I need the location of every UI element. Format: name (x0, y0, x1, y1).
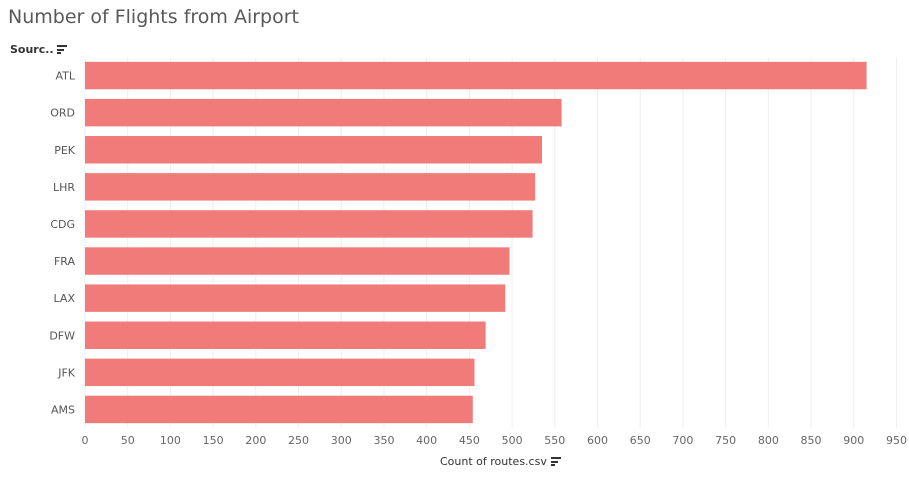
x-tick-label: 100 (160, 434, 181, 447)
category-label-dfw: DFW (49, 329, 75, 342)
category-labels: ATL ORD PEK LHR CDG FRA LAX DFW JFK AMS (49, 70, 76, 417)
x-tick-label: 900 (843, 434, 864, 447)
x-axis-header[interactable]: Count of routes.csv (440, 455, 561, 468)
x-axis-ticks: 0 50 100 150 200 250 300 350 400 450 500 550 600 650 7… (82, 434, 907, 447)
category-label-lax: LAX (54, 292, 76, 305)
x-tick-label: 950 (886, 434, 907, 447)
bar-jfk[interactable] (85, 358, 475, 387)
bar-ord[interactable] (85, 98, 562, 127)
category-label-atl: ATL (55, 70, 75, 83)
bars (85, 61, 867, 424)
x-tick-label: 400 (416, 434, 437, 447)
category-label-cdg: CDG (50, 218, 75, 231)
category-label-ord: ORD (50, 107, 75, 120)
x-tick-label: 650 (630, 434, 651, 447)
x-tick-label: 600 (587, 434, 608, 447)
x-tick-label: 250 (288, 434, 309, 447)
bar-dfw[interactable] (85, 321, 486, 349)
x-tick-label: 550 (544, 434, 565, 447)
y-axis-label: Sourc.. (10, 43, 54, 56)
x-tick-label: 800 (758, 434, 779, 447)
bar-atl[interactable] (85, 61, 867, 90)
bar-fra[interactable] (85, 247, 510, 275)
sort-descending-icon[interactable] (550, 457, 561, 466)
chart-title: Number of Flights from Airport (8, 6, 299, 28)
x-axis-label: Count of routes.csv (440, 455, 547, 468)
x-tick-label: 50 (121, 434, 135, 447)
bar-lax[interactable] (85, 284, 506, 312)
x-tick-label: 850 (801, 434, 822, 447)
bar-ams[interactable] (85, 395, 473, 424)
category-label-jfk: JFK (57, 366, 76, 379)
x-tick-label: 200 (245, 434, 266, 447)
category-label-pek: PEK (54, 144, 76, 157)
x-tick-label: 500 (502, 434, 523, 447)
category-label-fra: FRA (54, 255, 76, 268)
sort-descending-icon[interactable] (56, 45, 67, 54)
x-tick-label: 750 (715, 434, 736, 447)
x-tick-label: 0 (82, 434, 89, 447)
y-axis-header[interactable]: Sourc.. (10, 43, 67, 56)
bar-lhr[interactable] (85, 173, 536, 201)
bar-pek[interactable] (85, 136, 542, 164)
category-label-lhr: LHR (53, 181, 75, 194)
x-tick-label: 300 (331, 434, 352, 447)
x-tick-label: 450 (459, 434, 480, 447)
x-tick-label: 150 (203, 434, 224, 447)
bar-cdg[interactable] (85, 210, 533, 238)
x-tick-label: 700 (672, 434, 693, 447)
x-tick-label: 350 (373, 434, 394, 447)
category-label-ams: AMS (51, 403, 75, 416)
